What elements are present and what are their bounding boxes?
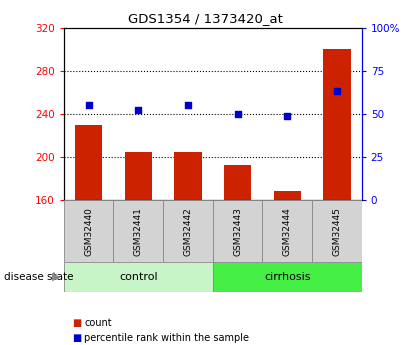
Bar [113,200,163,262]
Text: cirrhosis: cirrhosis [264,272,310,282]
Bar [224,165,251,200]
Bar [64,200,113,262]
Bar [125,151,152,200]
Point [334,89,340,94]
Text: percentile rank within the sample: percentile rank within the sample [84,333,249,343]
Bar [323,49,351,200]
Bar [213,262,362,292]
Bar [75,125,102,200]
Text: GSM32441: GSM32441 [134,207,143,256]
Text: GSM32445: GSM32445 [332,207,342,256]
Text: ■: ■ [72,333,81,343]
Bar [163,200,213,262]
Text: GSM32443: GSM32443 [233,207,242,256]
Point [284,113,291,118]
Text: GSM32442: GSM32442 [183,207,192,256]
Point [135,108,141,113]
Text: GSM32444: GSM32444 [283,207,292,256]
Bar [213,200,262,262]
Bar [64,262,213,292]
Text: disease state: disease state [4,272,74,282]
Bar [262,200,312,262]
Text: count: count [84,318,112,327]
Text: ▶: ▶ [53,272,61,282]
Point [234,111,241,117]
Bar [274,191,301,200]
Bar [174,151,201,200]
Point [85,102,92,108]
Text: ■: ■ [72,318,81,327]
Bar [312,200,362,262]
Text: control: control [119,272,157,282]
Text: GSM32440: GSM32440 [84,207,93,256]
Point [185,102,191,108]
Text: GDS1354 / 1373420_at: GDS1354 / 1373420_at [128,12,283,25]
